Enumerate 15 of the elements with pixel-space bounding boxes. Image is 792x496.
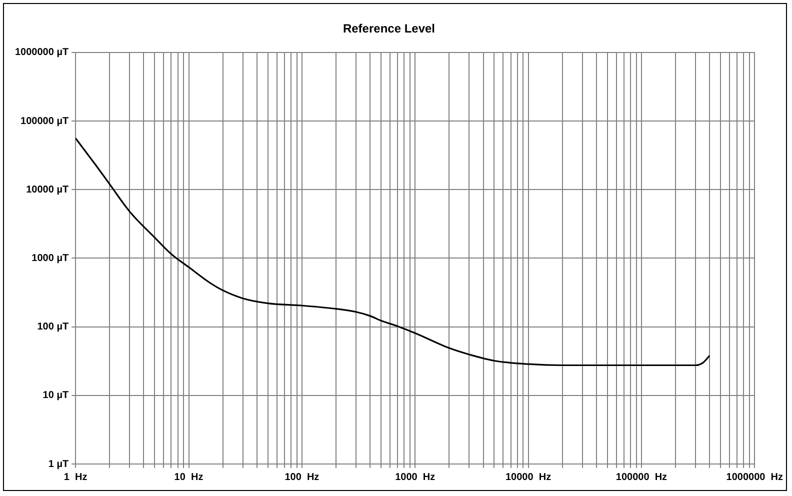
y-tick-label: 1000000 µT <box>14 47 69 58</box>
y-tick-label: 1 µT <box>48 458 69 470</box>
x-tick-label: 10000 Hz <box>505 472 552 483</box>
y-tick-label: 1000 µT <box>32 252 69 264</box>
y-tick-label: 10 µT <box>42 390 69 402</box>
chart-title: Reference Level <box>342 22 436 36</box>
x-tick-label: 1000 Hz <box>395 472 436 483</box>
x-tick-label: 100000 Hz <box>616 472 668 483</box>
x-tick-label: 1 Hz <box>64 472 88 483</box>
y-tick-label: 100 µT <box>37 322 69 333</box>
x-tick-label: 10 Hz <box>174 472 204 483</box>
y-tick-label: 100000 µT <box>20 116 69 127</box>
y-tick-label: 10000 µT <box>26 184 69 196</box>
x-tick-label: 100 Hz <box>284 472 320 483</box>
x-tick-label: 1000000 Hz <box>726 472 784 483</box>
